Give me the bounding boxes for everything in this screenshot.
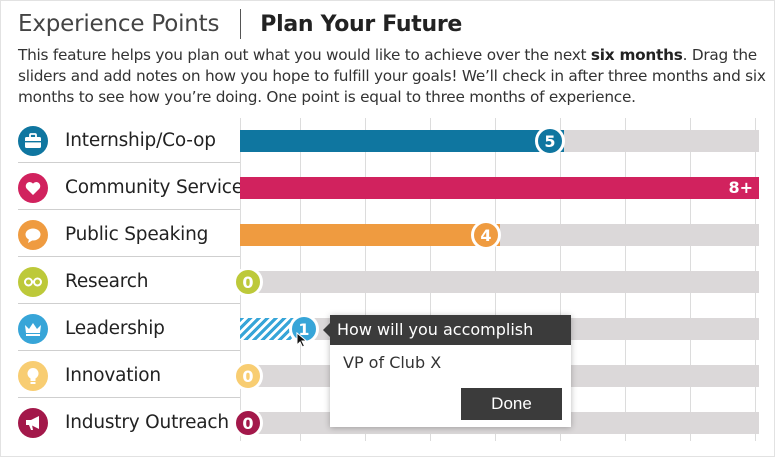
category-label-leadership: Leadership — [65, 318, 165, 339]
popup-pointer — [323, 323, 330, 337]
header-divider — [240, 9, 242, 39]
row-divider — [18, 256, 240, 257]
slider-handle[interactable]: 0 — [233, 408, 263, 438]
description-emphasis: six months — [590, 46, 683, 64]
category-label-community-service: Community Service — [65, 177, 243, 198]
row-divider — [18, 303, 240, 304]
megaphone-icon — [18, 408, 48, 438]
row-divider — [18, 350, 240, 351]
row-divider — [18, 209, 240, 210]
description-text-start: This feature helps you plan out what you… — [18, 46, 591, 64]
description: This feature helps you plan out what you… — [18, 45, 768, 108]
slider-handle[interactable]: 0 — [233, 361, 263, 391]
goal-note-popup: How will you accomplish this? VP of Club… — [323, 315, 571, 427]
row-divider — [18, 397, 240, 398]
done-button[interactable]: Done — [461, 388, 562, 420]
slider-fill — [240, 318, 302, 340]
header: Experience Points Plan Your Future — [18, 8, 462, 40]
section-title: Experience Points — [18, 11, 220, 37]
description-text-end: . Drag the sliders and add notes on how … — [18, 46, 766, 106]
category-label-research: Research — [65, 271, 149, 292]
popup-question: How will you accomplish this? — [330, 315, 571, 369]
category-label-public-speaking: Public Speaking — [65, 224, 209, 245]
slider-fill — [240, 224, 500, 246]
category-label-innovation: Innovation — [65, 365, 161, 386]
speech-bubble-icon — [18, 220, 48, 250]
crown-icon — [18, 314, 48, 344]
slider-fill — [240, 130, 564, 152]
slider-handle[interactable]: 4 — [471, 220, 501, 250]
slider-public-speaking[interactable]: 4 — [240, 220, 759, 250]
glasses-icon — [18, 267, 48, 297]
page-title: Plan Your Future — [260, 11, 463, 37]
slider-handle[interactable]: 5 — [535, 126, 565, 156]
slider-fill — [240, 177, 759, 199]
mouse-cursor-icon — [296, 332, 308, 348]
briefcase-icon — [18, 126, 48, 156]
row-divider — [18, 162, 240, 163]
slider-value: 8+ — [728, 178, 753, 197]
heart-icon — [18, 173, 48, 203]
category-label-industry-outreach: Industry Outreach — [65, 412, 229, 433]
note-input[interactable]: VP of Club X — [343, 353, 442, 372]
lightbulb-icon — [18, 361, 48, 391]
category-label-internship: Internship/Co-op — [65, 130, 216, 151]
slider-research[interactable]: 0 — [233, 267, 759, 297]
slider-handle[interactable]: 0 — [233, 267, 263, 297]
slider-community-service[interactable]: 8+ — [240, 177, 759, 199]
slider-internship[interactable]: 5 — [240, 126, 759, 156]
